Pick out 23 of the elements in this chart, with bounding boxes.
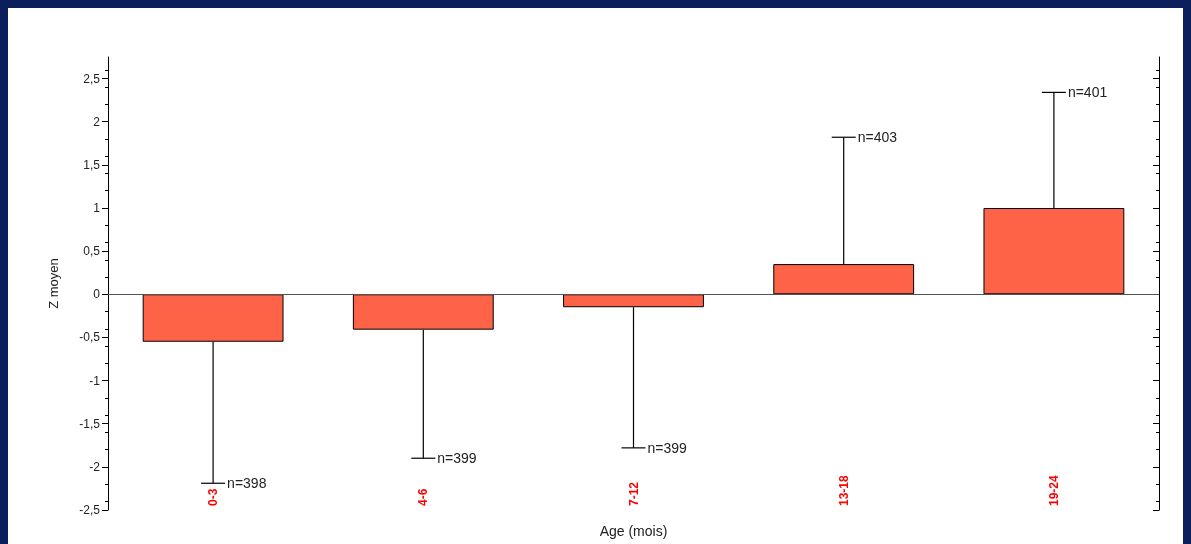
annotation: n=399: [437, 450, 477, 467]
x-tick-label: 0-3: [206, 488, 221, 506]
y-axis-title: Z moyen: [46, 258, 61, 309]
y-tick-label: -1,5: [79, 416, 101, 431]
y-tick-label: -2: [89, 459, 101, 474]
y-tick-label: 1: [93, 201, 101, 215]
y-tick-label: 2,5: [83, 71, 101, 86]
y-tick-label: 0: [93, 287, 101, 302]
x-tick-label: 4-6: [416, 488, 431, 506]
y-tick-label: 0,5: [83, 244, 101, 259]
annotation: n=398: [227, 475, 267, 492]
y-tick-label: 1,5: [83, 157, 101, 172]
annotation: n=403: [857, 129, 898, 146]
x-tick-label: 19-24: [1046, 474, 1061, 506]
y-tick-label: -2,5: [79, 503, 101, 517]
y-tick-label: 2: [93, 114, 101, 129]
annotation: n=399: [647, 439, 688, 456]
x-axis-title: Age (mois): [599, 523, 668, 539]
x-tick-label: 7-12: [626, 481, 641, 506]
y-tick-label: -0,5: [79, 330, 101, 345]
y-tick-label: -1: [89, 373, 101, 388]
annotation: n=401: [1067, 84, 1108, 101]
x-tick-label: 13-18: [836, 474, 851, 506]
